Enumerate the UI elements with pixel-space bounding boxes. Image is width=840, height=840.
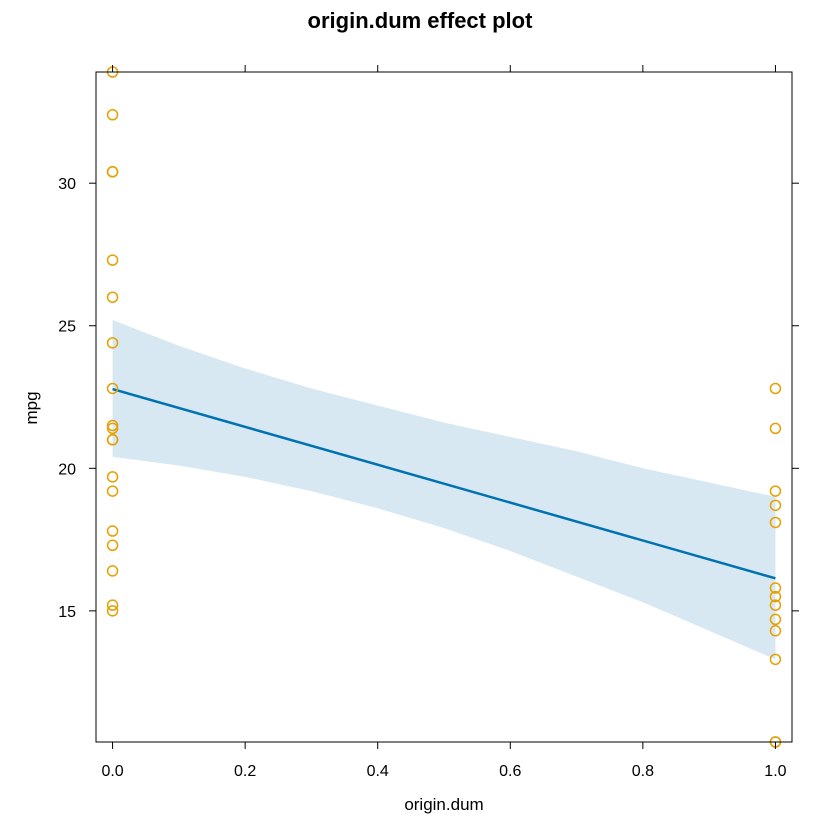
x-tick-label: 0.0 <box>101 763 123 780</box>
confidence-band-layer <box>112 320 776 660</box>
data-point <box>769 422 782 435</box>
data-point <box>769 382 782 395</box>
data-point <box>106 565 119 577</box>
plot-frame <box>95 71 793 743</box>
data-point <box>106 166 119 178</box>
x-tick-label: 0.2 <box>234 763 256 780</box>
data-point <box>106 254 119 266</box>
data-point <box>106 434 119 446</box>
ticks-layer: 0.0 0.2 0.4 0.6 0.8 1.0 15 20 25 30 <box>58 65 799 780</box>
y-axis-label: mpg <box>22 391 41 424</box>
data-point <box>106 471 119 483</box>
data-point <box>106 291 119 303</box>
data-point <box>769 599 782 611</box>
x-axis-label: origin.dum <box>404 795 483 814</box>
data-point <box>106 422 119 435</box>
y-tick-label: 15 <box>58 604 76 621</box>
x-tick-label: 0.4 <box>367 763 389 780</box>
data-point <box>769 516 782 529</box>
y-tick-label: 20 <box>58 461 76 478</box>
y-tick-label: 30 <box>58 176 76 193</box>
data-point <box>769 499 782 512</box>
data-point <box>769 653 782 666</box>
data-point <box>106 382 119 395</box>
points-layer <box>106 66 782 748</box>
data-point <box>106 485 119 497</box>
data-point <box>106 525 119 537</box>
x-tick-label: 0.8 <box>632 763 654 780</box>
data-point <box>769 625 782 637</box>
fit-line-layer <box>112 387 776 580</box>
data-point <box>106 599 119 611</box>
fit-line <box>112 387 776 580</box>
data-point <box>106 605 119 617</box>
data-point <box>106 419 119 432</box>
data-point <box>769 590 782 603</box>
data-point <box>769 613 782 626</box>
confidence-band <box>112 320 776 660</box>
data-point <box>106 337 119 349</box>
x-tick-label: 1.0 <box>764 763 786 780</box>
x-tick-label: 0.6 <box>499 763 521 780</box>
data-point <box>106 539 119 552</box>
chart-title: origin.dum effect plot <box>308 8 534 33</box>
data-point <box>106 109 119 121</box>
y-tick-label: 25 <box>58 319 76 336</box>
data-point <box>769 582 782 594</box>
data-point <box>769 485 782 497</box>
